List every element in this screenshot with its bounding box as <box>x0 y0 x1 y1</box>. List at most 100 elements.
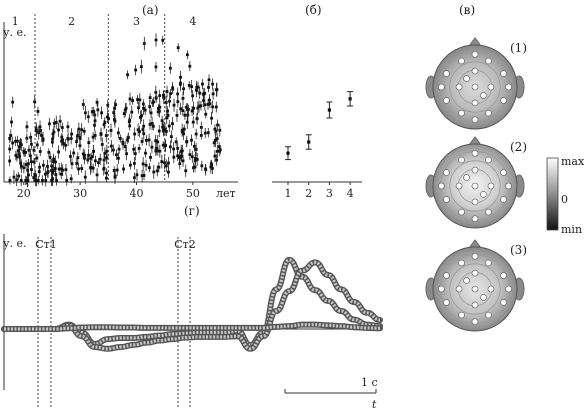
panel-a-point <box>131 99 135 102</box>
topomap-electrode <box>471 285 479 293</box>
panel-a-point <box>151 101 155 105</box>
panel-a-point <box>60 138 64 142</box>
panel-a-point <box>106 103 110 107</box>
topomap-label: (1) <box>510 41 527 55</box>
panel-a-point <box>32 148 36 152</box>
panel-a-point <box>30 168 33 171</box>
colorbar-max-label: max <box>561 155 584 168</box>
panel-a-point <box>22 166 26 170</box>
topomap-electrode <box>458 57 465 65</box>
topomap-electrode <box>458 311 465 319</box>
topomap-electrode <box>443 97 450 104</box>
panel-a-point <box>176 100 180 104</box>
panel-a-point <box>50 140 54 144</box>
topomap-electrode <box>500 272 507 279</box>
panel-a-point <box>11 100 15 104</box>
panel-a-point <box>84 111 87 115</box>
panel-a-point <box>135 173 139 177</box>
panel-a-point <box>194 132 198 136</box>
panel-a-point <box>154 90 158 94</box>
panel-a-point <box>185 140 189 143</box>
panel-a-point <box>54 121 58 124</box>
panel-a-point <box>11 141 15 145</box>
panel-a-point <box>151 124 155 128</box>
panel-a-point <box>91 135 95 139</box>
panel-a-point <box>142 132 146 136</box>
panel-a-point <box>127 120 131 124</box>
topomap-electrode <box>471 99 479 107</box>
panel-a-point <box>200 164 204 168</box>
panel-a-point <box>47 150 51 154</box>
topomap-electrode <box>471 269 479 277</box>
panel-a-point <box>18 154 22 158</box>
panel-a-point <box>37 170 41 173</box>
panel-a-point <box>157 165 161 169</box>
panel-a-point <box>215 158 219 162</box>
panel-a-point <box>154 96 158 100</box>
panel-a-point <box>46 170 50 174</box>
panel-a-point <box>166 113 170 117</box>
panel-a-point <box>125 138 129 142</box>
panel-g-scale-label: 1 с <box>361 376 378 389</box>
panel-label-g: (г) <box>184 204 200 218</box>
panel-a-point <box>208 98 211 102</box>
panel-a-point <box>35 179 38 182</box>
panel-a-point <box>117 147 121 151</box>
topomap-electrode <box>485 57 492 65</box>
panel-a-point <box>33 172 37 176</box>
panel-a-point <box>184 169 188 173</box>
panel-a-point <box>102 123 106 126</box>
panel-a-point <box>8 147 12 151</box>
panel-a-point <box>115 153 118 157</box>
panel-a-point <box>57 150 60 154</box>
panel-b-x-tick-label: 1 <box>285 187 292 200</box>
topomap-electrode <box>471 301 479 309</box>
panel-a-point <box>167 161 170 165</box>
panel-a-point <box>168 145 172 149</box>
panel-a-point <box>195 117 199 121</box>
panel-a-point <box>102 158 106 162</box>
panel-a-point <box>37 131 41 135</box>
panel-a-point <box>186 107 189 111</box>
panel-a-point <box>87 141 91 144</box>
panel-a-point <box>105 171 108 175</box>
panel-a-point <box>98 157 102 161</box>
panel-a-point <box>204 167 207 171</box>
panel-a-point <box>35 156 39 160</box>
panel-a-point <box>197 105 201 108</box>
panel-a-point <box>181 96 185 100</box>
panel-a-point <box>15 178 19 182</box>
panel-a-point <box>194 148 198 151</box>
panel-a-point <box>142 124 146 128</box>
panel-a-point <box>133 152 137 155</box>
topomap-electrode <box>458 109 465 117</box>
panel-label-v: (в) <box>459 3 475 17</box>
panel-a-x-tick-label: 30 <box>73 187 87 200</box>
panel-a-point <box>142 42 146 45</box>
topomap-electrode <box>463 75 470 82</box>
panel-b-mean-point <box>307 140 311 144</box>
panel-a-point <box>54 173 58 176</box>
panel-a-point <box>14 139 18 143</box>
panel-a-point <box>183 113 187 117</box>
colorbar <box>546 157 559 231</box>
panel-a-point <box>143 108 147 112</box>
panel-a-point <box>33 100 37 104</box>
panel-a-point <box>40 179 44 182</box>
panel-a-point <box>124 106 128 110</box>
panel-a-point <box>137 147 141 150</box>
panel-a-point <box>50 169 53 172</box>
panel-a-point <box>64 143 68 147</box>
panel-a-point <box>144 151 147 155</box>
panel-a-point <box>105 156 109 160</box>
panel-a-point <box>19 179 23 182</box>
panel-a-point <box>29 160 33 164</box>
panel-a-point <box>27 148 31 152</box>
panel-a-point <box>60 126 64 129</box>
topomap-electrode <box>485 311 492 319</box>
panel-a-scatter: у. е. лет 20 30 40 50 1 2 3 4 <box>3 14 238 200</box>
panel-a-point <box>215 137 219 141</box>
panel-b-x-tick-label: 3 <box>326 187 333 200</box>
panel-a-point <box>58 119 62 123</box>
topomap-electrode <box>471 198 479 206</box>
